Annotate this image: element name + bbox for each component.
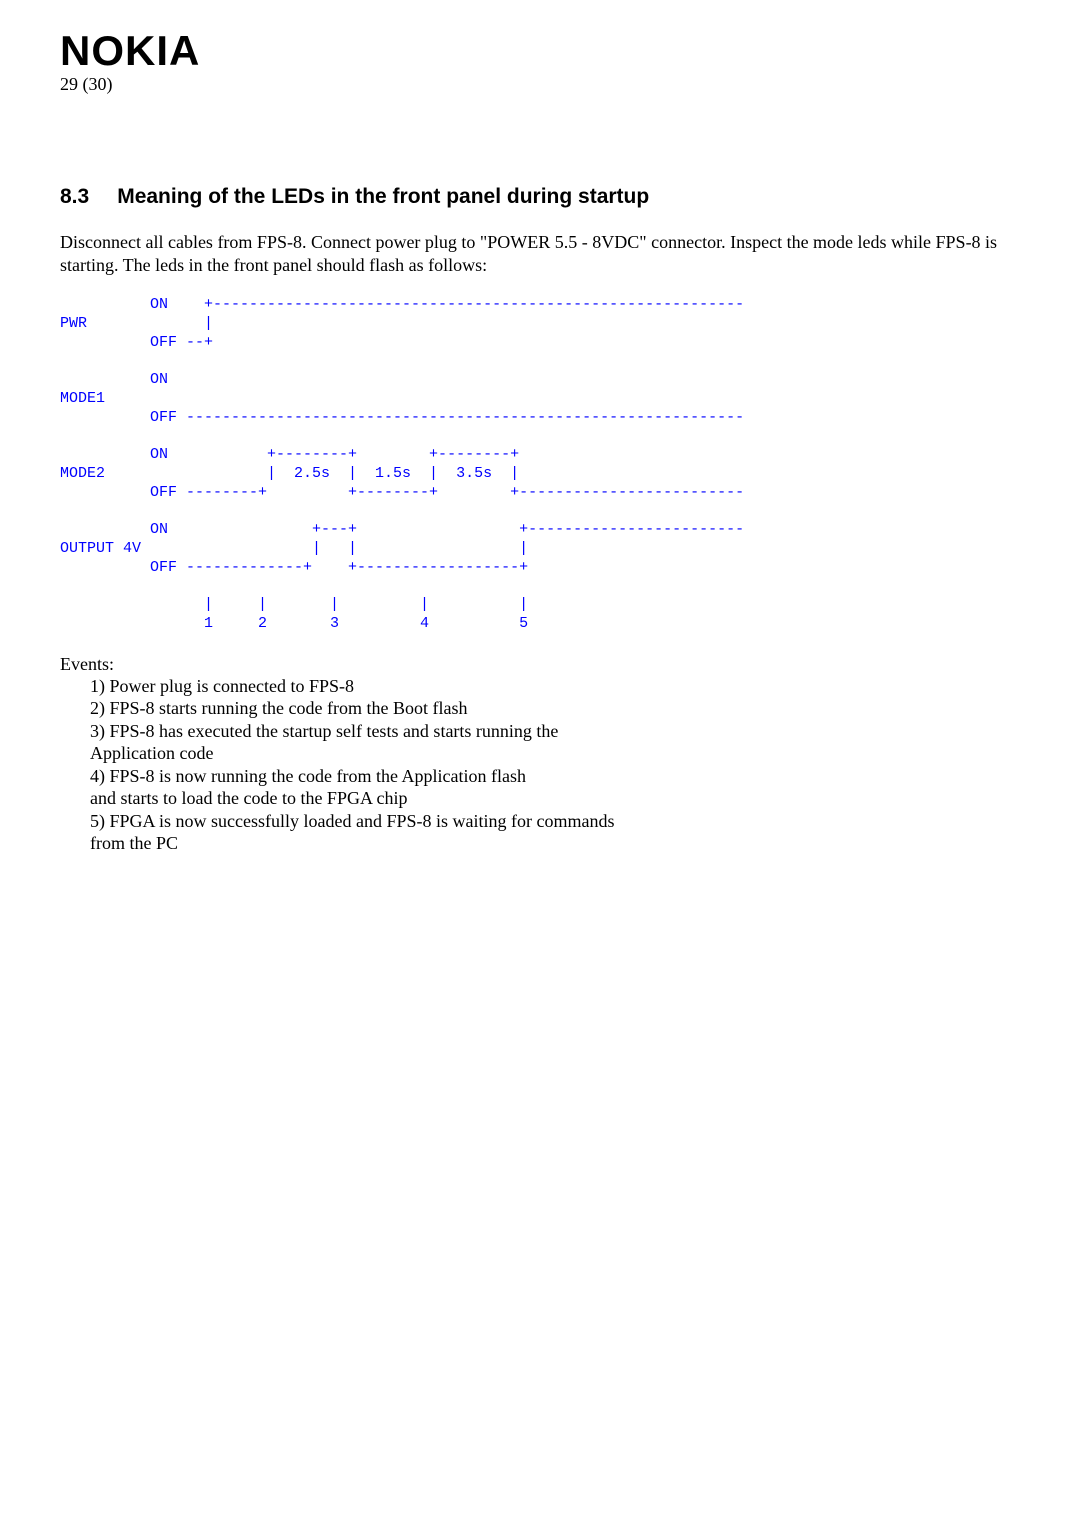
page-container: NOKIA 29 (30) 8.3 Meaning of the LEDs in …	[0, 0, 1080, 1528]
event-line: Application code	[90, 742, 1030, 765]
logo-text: NOKIA	[60, 30, 1030, 72]
section-heading: 8.3 Meaning of the LEDs in the front pane…	[60, 185, 1030, 209]
events-heading: Events:	[60, 654, 1030, 675]
section-number: 8.3	[60, 185, 89, 209]
event-line: 4) FPS-8 is now running the code from th…	[90, 765, 1030, 788]
page-number: 29 (30)	[60, 74, 1030, 95]
event-line: 5) FPGA is now successfully loaded and F…	[90, 810, 1030, 833]
event-line: 1) Power plug is connected to FPS-8	[90, 675, 1030, 698]
intro-paragraph: Disconnect all cables from FPS-8. Connec…	[60, 231, 1030, 276]
event-line: and starts to load the code to the FPGA …	[90, 787, 1030, 810]
section-title-text: Meaning of the LEDs in the front panel d…	[117, 185, 649, 208]
led-timing-diagram: ON +------------------------------------…	[60, 296, 1030, 634]
event-line: from the PC	[90, 832, 1030, 855]
event-line: 2) FPS-8 starts running the code from th…	[90, 697, 1030, 720]
event-line: 3) FPS-8 has executed the startup self t…	[90, 720, 1030, 743]
events-list: 1) Power plug is connected to FPS-8 2) F…	[90, 675, 1030, 855]
